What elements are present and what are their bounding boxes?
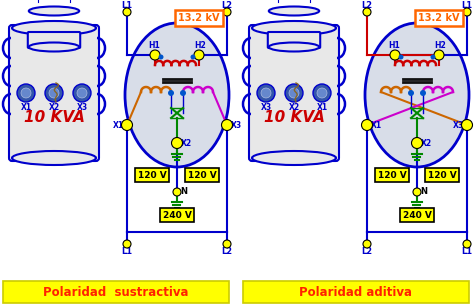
Circle shape	[463, 240, 471, 248]
Circle shape	[45, 84, 63, 102]
Ellipse shape	[29, 42, 79, 52]
Circle shape	[390, 50, 400, 60]
Circle shape	[463, 8, 471, 16]
Text: H2: H2	[434, 41, 446, 49]
Circle shape	[21, 88, 31, 98]
Circle shape	[168, 90, 174, 96]
Text: X1: X1	[317, 102, 328, 112]
Text: X1: X1	[20, 102, 32, 112]
Circle shape	[221, 120, 233, 131]
Text: 120 V: 120 V	[137, 170, 166, 180]
Text: 120 V: 120 V	[378, 170, 406, 180]
Circle shape	[399, 55, 403, 59]
FancyBboxPatch shape	[268, 32, 320, 48]
Ellipse shape	[125, 23, 229, 167]
Circle shape	[223, 240, 231, 248]
Circle shape	[434, 50, 444, 60]
Circle shape	[194, 50, 204, 60]
Circle shape	[180, 90, 186, 96]
Circle shape	[123, 240, 131, 248]
Ellipse shape	[12, 21, 96, 35]
Text: X2: X2	[289, 102, 300, 112]
Circle shape	[289, 88, 299, 98]
Text: L2: L2	[221, 1, 233, 9]
Text: L1: L1	[121, 247, 133, 257]
Circle shape	[158, 55, 164, 59]
Text: X2: X2	[48, 102, 60, 112]
Text: 120 V: 120 V	[428, 170, 456, 180]
Text: X1: X1	[112, 120, 124, 130]
Circle shape	[317, 88, 327, 98]
Text: L1: L1	[461, 247, 473, 257]
Circle shape	[362, 120, 373, 131]
Text: L2: L2	[362, 247, 373, 257]
Text: 120 V: 120 V	[188, 170, 216, 180]
Text: 13.2 kV: 13.2 kV	[178, 13, 220, 23]
Text: X3: X3	[230, 120, 242, 130]
Text: 10 KVA: 10 KVA	[24, 110, 84, 125]
Text: 10 KVA: 10 KVA	[264, 110, 324, 125]
Text: L1: L1	[121, 1, 133, 9]
FancyBboxPatch shape	[243, 281, 469, 303]
Circle shape	[191, 55, 195, 59]
Circle shape	[285, 84, 303, 102]
Circle shape	[411, 138, 422, 149]
Circle shape	[17, 84, 35, 102]
FancyBboxPatch shape	[28, 32, 80, 48]
FancyBboxPatch shape	[249, 25, 339, 161]
Text: 13.2 kV: 13.2 kV	[418, 13, 460, 23]
FancyBboxPatch shape	[9, 25, 99, 161]
Circle shape	[413, 188, 421, 196]
Circle shape	[430, 55, 436, 59]
Circle shape	[363, 240, 371, 248]
Text: N: N	[420, 188, 428, 196]
FancyBboxPatch shape	[3, 281, 229, 303]
Text: L2: L2	[362, 1, 373, 9]
Text: 240 V: 240 V	[163, 210, 191, 220]
Text: H2: H2	[194, 41, 206, 49]
Circle shape	[121, 120, 133, 131]
Circle shape	[257, 84, 275, 102]
Text: X1: X1	[371, 120, 382, 130]
Circle shape	[150, 50, 160, 60]
Text: X2: X2	[420, 138, 431, 148]
Ellipse shape	[252, 151, 336, 165]
Circle shape	[123, 8, 131, 16]
Text: X2: X2	[181, 138, 191, 148]
Text: H1: H1	[148, 41, 160, 49]
Ellipse shape	[269, 42, 319, 52]
Circle shape	[420, 90, 426, 96]
Circle shape	[49, 88, 59, 98]
Text: X3: X3	[260, 102, 272, 112]
Ellipse shape	[365, 23, 469, 167]
Text: L1: L1	[461, 1, 473, 9]
Circle shape	[408, 90, 414, 96]
Circle shape	[261, 88, 271, 98]
Ellipse shape	[269, 6, 319, 16]
Text: Polaridad  sustractiva: Polaridad sustractiva	[43, 285, 189, 299]
Text: X3: X3	[453, 120, 464, 130]
Text: Polaridad aditiva: Polaridad aditiva	[300, 285, 412, 299]
Text: N: N	[181, 188, 188, 196]
Circle shape	[363, 8, 371, 16]
Circle shape	[173, 188, 181, 196]
Circle shape	[73, 84, 91, 102]
Text: H1: H1	[388, 41, 400, 49]
Text: L2: L2	[221, 247, 233, 257]
Circle shape	[172, 138, 182, 149]
Text: X3: X3	[76, 102, 88, 112]
Circle shape	[462, 120, 473, 131]
Circle shape	[77, 88, 87, 98]
Ellipse shape	[29, 6, 79, 16]
Ellipse shape	[12, 151, 96, 165]
Circle shape	[223, 8, 231, 16]
Ellipse shape	[252, 21, 336, 35]
Text: 240 V: 240 V	[402, 210, 431, 220]
Circle shape	[313, 84, 331, 102]
